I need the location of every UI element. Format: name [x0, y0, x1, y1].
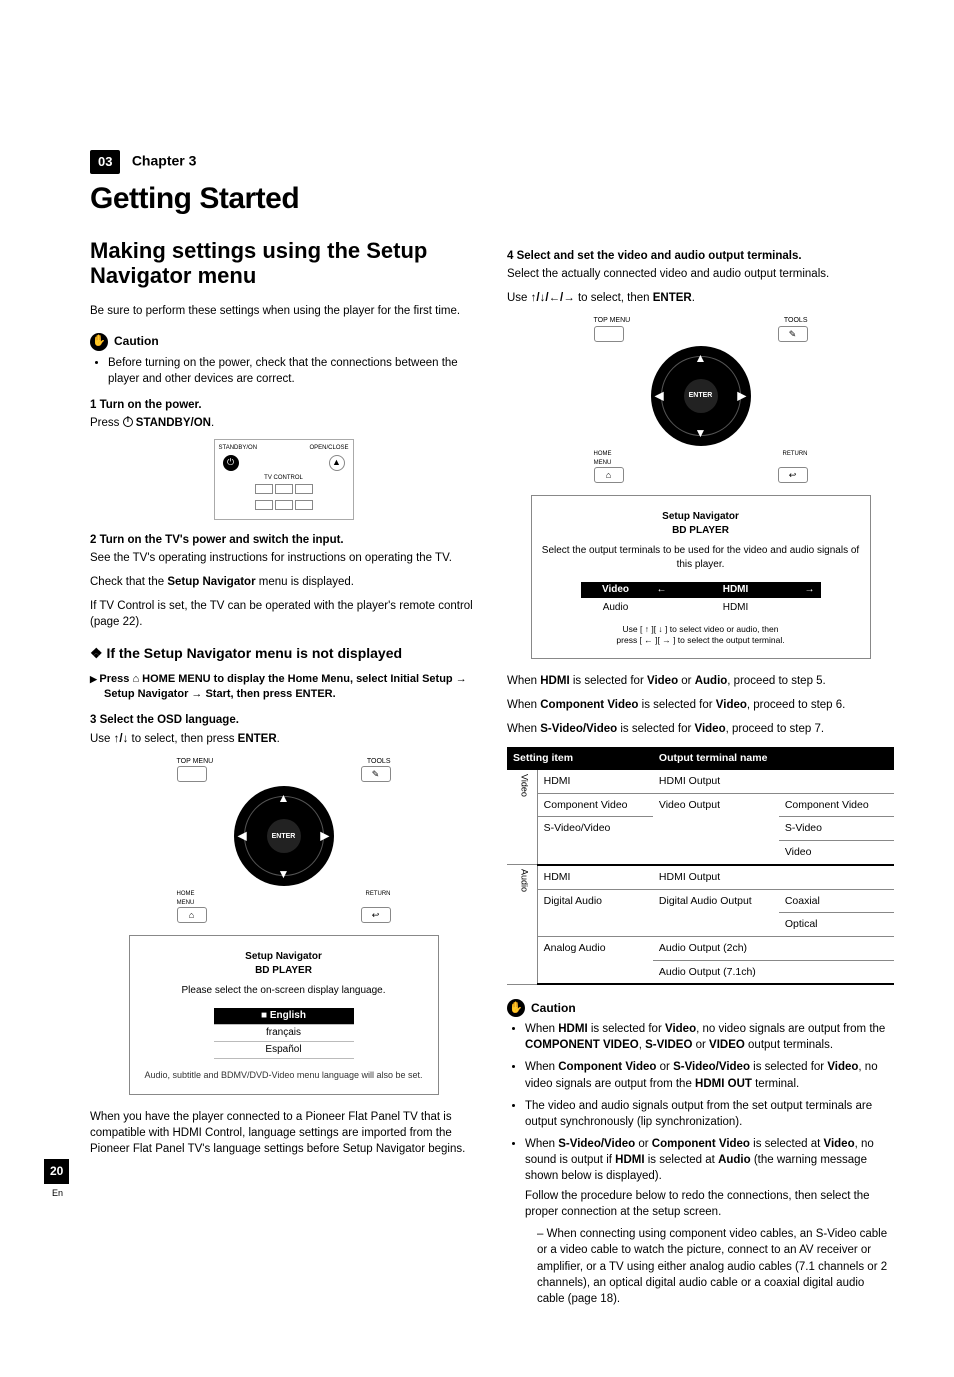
caution-item: Before turning on the power, check that …: [108, 355, 477, 387]
step-1-text: Press STANDBY/ON.: [90, 415, 477, 431]
right-arrow-icon: ▶: [320, 828, 329, 845]
caution-dash-item: When connecting using component video ca…: [537, 1226, 894, 1306]
caution-heading-2: ✋ Caution: [507, 999, 894, 1017]
language-option-selected: English: [214, 1008, 354, 1025]
return-button-icon: ↩: [361, 907, 391, 923]
caution-item: When HDMI is selected for Video, no vide…: [525, 1021, 894, 1053]
table-row: Digital Audio Digital Audio Output Coaxi…: [507, 889, 894, 913]
caution-list-2: When HDMI is selected for Video, no vide…: [525, 1021, 894, 1307]
step-3-text: Use ↑/↓ to select, then press ENTER.: [90, 731, 477, 747]
triangle-instruction: Press ⌂ HOME MENU to display the Home Me…: [104, 672, 477, 703]
power-icon: [123, 417, 133, 427]
home-button-icon: ⌂: [177, 907, 207, 923]
output-select-rows: Video HDMI Audio HDMI: [581, 582, 821, 616]
up-arrow-icon: ▲: [278, 790, 290, 807]
remote-diagram-small: STANDBY/ONOPEN/CLOSE ⏻ ▲ TV CONTROL: [214, 439, 354, 519]
page-title: Getting Started: [90, 178, 894, 220]
table-row: Audio Output (7.1ch): [507, 960, 894, 984]
enter-button-icon: ENTER: [267, 819, 301, 853]
step-2-heading: 2 Turn on the TV's power and switch the …: [90, 532, 477, 548]
left-column: Making settings using the Setup Navigato…: [90, 238, 477, 1317]
remote-diagram-large-1: TOP MENUTOOLS ✎ ▲ ▼ ◀ ▶ ENTER HOME MENUR…: [169, 757, 399, 924]
caution-list-1: Before turning on the power, check that …: [108, 355, 477, 387]
caution-item: When S-Video/Video or Component Video is…: [525, 1136, 894, 1307]
settings-table: Setting item Output terminal name Video …: [507, 747, 894, 985]
table-row: Component Video Video Output Component V…: [507, 793, 894, 817]
caution-icon: ✋: [507, 999, 525, 1017]
caution-dash-list: When connecting using component video ca…: [537, 1226, 894, 1306]
step-2-p1: See the TV's operating instructions for …: [90, 550, 477, 566]
left-arrow-icon: ◀: [238, 828, 247, 845]
page-number: 20: [44, 1159, 69, 1184]
standby-button-icon: ⏻: [223, 455, 239, 471]
language-option: français: [214, 1025, 354, 1042]
section-title: Making settings using the Setup Navigato…: [90, 238, 477, 289]
when-line-2: When Component Video is selected for Vid…: [507, 697, 894, 713]
osd-output-screen: Setup Navigator BD PLAYER Select the out…: [531, 495, 871, 659]
step-4-text: Use ↑/↓/←/→ to select, then ENTER.: [507, 290, 894, 306]
table-row: Optical: [507, 913, 894, 937]
osd-language-screen: Setup Navigator BD PLAYER Please select …: [129, 935, 439, 1095]
tools-icon: ✎: [361, 766, 391, 782]
when-line-1: When HDMI is selected for Video or Audio…: [507, 673, 894, 689]
chapter-label: Chapter 3: [132, 152, 197, 168]
caution-heading: ✋ Caution: [90, 333, 477, 351]
step-2-p3: If TV Control is set, the TV can be oper…: [90, 598, 477, 630]
page-language: En: [52, 1187, 63, 1200]
when-line-3: When S-Video/Video is selected for Video…: [507, 721, 894, 737]
chapter-header: 03 Chapter 3 Getting Started: [90, 150, 894, 220]
subsection-heading: If the Setup Navigator menu is not displ…: [90, 644, 477, 664]
osd-footer-text: Audio, subtitle and BDMV/DVD-Video menu …: [140, 1069, 428, 1082]
output-row-selected: Video HDMI: [581, 582, 821, 598]
step-3-heading: 3 Select the OSD language.: [90, 712, 477, 728]
table-row: Video: [507, 841, 894, 865]
language-list: English français Español: [214, 1008, 354, 1059]
osd-instructions: Use [ ↑ ][ ↓ ] to select video or audio,…: [542, 624, 860, 646]
caution-item: When Component Video or S-Video/Video is…: [525, 1059, 894, 1091]
table-header-row: Setting item Output terminal name: [507, 747, 894, 770]
right-column: 4 Select and set the video and audio out…: [507, 238, 894, 1317]
language-option: Español: [214, 1042, 354, 1059]
step-4-p1: Select the actually connected video and …: [507, 266, 894, 282]
table-row: Analog Audio Audio Output (2ch): [507, 936, 894, 960]
down-arrow-icon: ▼: [278, 866, 290, 883]
step-2-p2: Check that the Setup Navigator menu is d…: [90, 574, 477, 590]
chapter-number-badge: 03: [90, 150, 120, 174]
caution-label: Caution: [114, 333, 159, 350]
table-row: Audio HDMI HDMI Output: [507, 865, 894, 889]
caution-icon: ✋: [90, 333, 108, 351]
eject-button-icon: ▲: [329, 455, 345, 471]
step-4-heading: 4 Select and set the video and audio out…: [507, 248, 894, 264]
caution-label: Caution: [531, 1000, 576, 1017]
remote-diagram-large-2: TOP MENUTOOLS ✎ ▲ ▼ ◀ ▶ ENTER HOME MENUR…: [586, 316, 816, 483]
output-row: Audio HDMI: [581, 600, 821, 616]
intro-paragraph: Be sure to perform these settings when u…: [90, 303, 477, 319]
flatpanel-paragraph: When you have the player connected to a …: [90, 1109, 477, 1157]
table-row: Video HDMI HDMI Output: [507, 770, 894, 793]
step-1-heading: 1 Turn on the power.: [90, 397, 477, 413]
table-row: S-Video/Video S-Video: [507, 817, 894, 841]
caution-item: The video and audio signals output from …: [525, 1098, 894, 1130]
dpad-icon: ▲ ▼ ◀ ▶ ENTER: [234, 786, 334, 886]
